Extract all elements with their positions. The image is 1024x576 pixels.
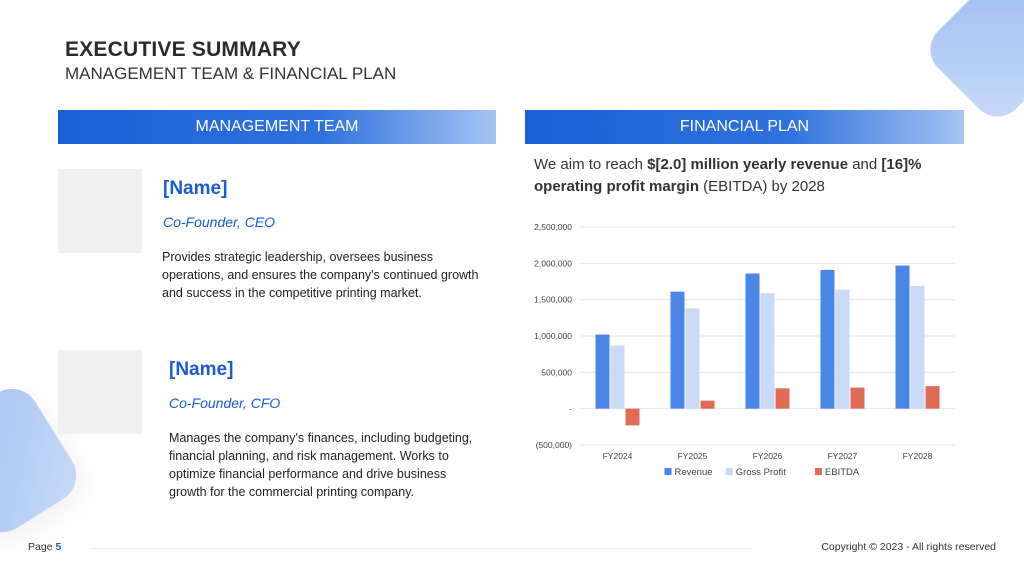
management-team-header-label: MANAGEMENT TEAM: [195, 118, 359, 135]
bar-ebitda: [925, 386, 940, 409]
financial-plan-header: FINANCIAL PLAN: [525, 110, 964, 144]
cfo-name: [Name]: [169, 359, 234, 380]
page-number: 5: [55, 541, 62, 553]
ceo-photo-placeholder: [58, 169, 142, 253]
legend-label: Gross Profit: [736, 467, 787, 478]
page-indicator: Page 5: [28, 541, 61, 553]
y-tick-label: 2,000,000: [534, 258, 572, 268]
footer-divider: [92, 548, 752, 549]
legend-swatch: [664, 468, 672, 475]
legend-label: Revenue: [675, 467, 713, 478]
cfo-description: Manages the company's finances, includin…: [169, 431, 473, 499]
goal-margin-target: [16]% operating profit margin: [534, 156, 922, 195]
ceo-description: Provides strategic leadership, oversees …: [162, 250, 479, 300]
x-tick-label: FY2026: [753, 451, 783, 461]
bar-ebitda: [775, 388, 790, 409]
cfo-role: Co-Founder, CFO: [169, 395, 281, 411]
bar-gross-profit: [835, 289, 850, 409]
financial-plan-header-label: FINANCIAL PLAN: [679, 118, 810, 135]
y-tick-label: 500,000: [541, 367, 572, 377]
bar-revenue: [820, 269, 835, 409]
x-tick-label: FY2027: [828, 451, 858, 461]
x-tick-label: FY2025: [678, 451, 708, 461]
y-tick-label: 2,500,000: [534, 222, 572, 232]
goal-text-prefix: We aim to reach: [534, 156, 648, 173]
bar-ebitda: [625, 408, 640, 426]
bar-gross-profit: [610, 345, 625, 409]
cfo-photo-placeholder: [58, 350, 142, 434]
goal-text-suffix: (EBITDA) by 2028: [699, 178, 825, 195]
bar-ebitda: [700, 400, 715, 409]
bar-gross-profit: [760, 293, 775, 409]
bar-gross-profit: [685, 308, 700, 409]
management-team-header: MANAGEMENT TEAM: [58, 110, 496, 144]
y-tick-label: (500,000): [536, 440, 573, 450]
goal-text-mid: and: [848, 156, 882, 173]
bar-revenue: [895, 265, 910, 409]
bar-revenue: [595, 334, 610, 409]
x-tick-label: FY2028: [903, 451, 933, 461]
goal-revenue-target: $[2.0] million yearly revenue: [647, 156, 849, 173]
page-label: Page: [28, 541, 56, 553]
page-title: EXECUTIVE SUMMARY: [65, 38, 301, 61]
decorative-shape-top-right: [919, 0, 1024, 128]
bar-gross-profit: [910, 285, 925, 409]
bar-revenue: [745, 273, 760, 409]
legend-swatch: [814, 468, 822, 475]
y-tick-label: -: [569, 404, 572, 414]
y-tick-label: 1,000,000: [534, 331, 572, 341]
bar-revenue: [670, 291, 685, 409]
x-tick-label: FY2024: [603, 451, 633, 461]
financial-bar-chart: (500,000) - 500,000 1,000,000 1,500,000 2,000…: [534, 222, 955, 478]
page-subtitle: MANAGEMENT TEAM & FINANCIAL PLAN: [65, 64, 397, 83]
y-tick-label: 1,500,000: [534, 295, 572, 305]
financial-goal-statement: We aim to reach $[2.0] million yearly re…: [534, 154, 954, 198]
ceo-name: [Name]: [163, 178, 228, 199]
legend-swatch: [725, 468, 733, 475]
copyright-notice: Copyright © 2023 - All rights reserved: [821, 541, 996, 553]
legend-label: EBITDA: [825, 467, 860, 478]
bar-ebitda: [850, 387, 865, 409]
ceo-role: Co-Founder, CEO: [163, 214, 276, 230]
